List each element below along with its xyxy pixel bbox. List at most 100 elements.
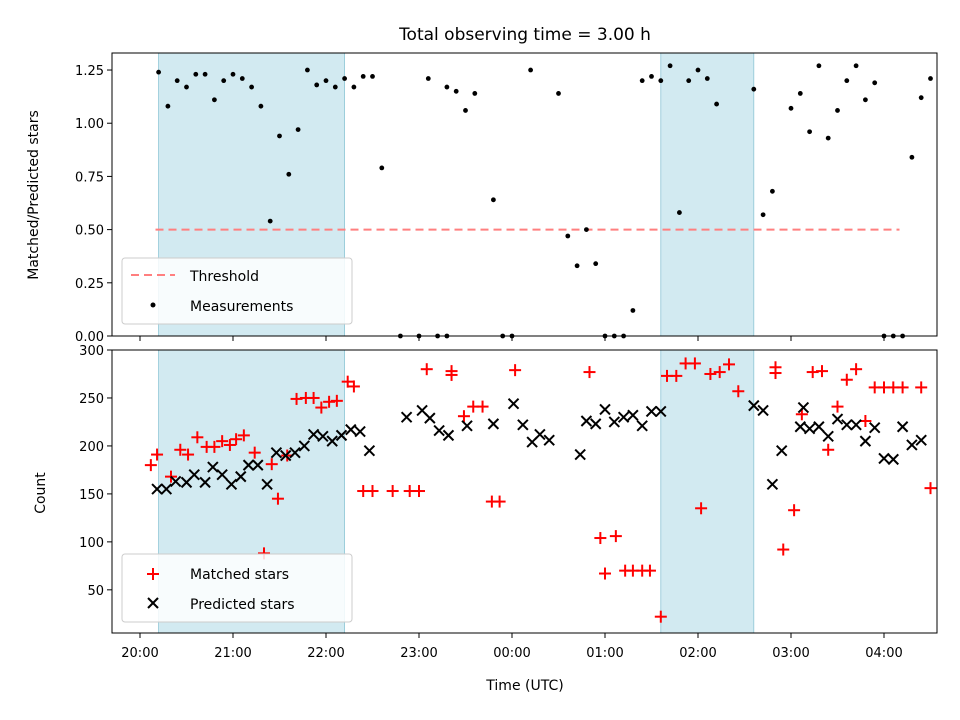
measurement-point — [425, 76, 431, 81]
measurement-point — [351, 84, 357, 90]
measurement-point — [844, 78, 850, 84]
matched-star-point — [307, 391, 320, 404]
matched-star-point — [654, 610, 667, 623]
bottom-y-tick-label-5: 300 — [79, 344, 104, 359]
predicted-star-point — [235, 470, 247, 483]
predicted-star-point — [199, 476, 211, 489]
predicted-star-point — [794, 421, 807, 433]
measurement-point — [379, 165, 385, 171]
measurement-point — [314, 82, 320, 88]
predicted-star-point — [433, 424, 445, 437]
predicted-star-point — [345, 423, 357, 436]
predicted-star-point — [270, 446, 283, 459]
top-y-axis-label: Matched/Predicted stars — [26, 110, 42, 280]
matched-star-point — [695, 502, 708, 515]
predicted-star-point — [887, 453, 900, 466]
measurement-point — [593, 261, 599, 267]
matched-star-point — [643, 564, 656, 577]
matched-star-point — [144, 459, 157, 472]
top-y-tick-label-1: 0.25 — [75, 277, 104, 292]
top-legend: Threshold Measurements — [121, 257, 353, 325]
count-points — [144, 357, 937, 623]
predicted-star-point — [627, 409, 639, 421]
matched-star-point — [688, 357, 701, 370]
predicted-star-point — [160, 483, 173, 495]
matched-star-point — [208, 440, 221, 453]
top-chart-title: Total observing time = 3.00 h — [398, 25, 651, 45]
measurement-point — [193, 71, 199, 77]
predicted-star-point — [803, 422, 816, 435]
matched-star-point — [609, 530, 622, 543]
predicted-star-point — [915, 434, 927, 446]
bottom-axis-ticks: 50 100 150 200 250 300 20:00 21:00 22:00 23:00 00:… — [79, 344, 903, 661]
predicted-star-point — [335, 429, 348, 442]
measurement-point — [816, 63, 822, 69]
bottom-y-tick-label-0: 50 — [87, 584, 104, 599]
predicted-star-point — [461, 420, 473, 432]
matched-star-point — [583, 366, 596, 379]
matched-star-point — [476, 400, 489, 413]
bottom-y-tick-label-4: 250 — [79, 392, 104, 407]
measurement-point — [574, 263, 580, 269]
predicted-star-point — [507, 398, 520, 410]
matched-star-point — [182, 448, 195, 461]
matched-star-point — [366, 485, 379, 498]
measurement-point — [239, 76, 245, 81]
predicted-star-point — [797, 401, 810, 414]
matched-star-point — [788, 504, 801, 517]
matched-star-point — [265, 458, 278, 471]
measurement-point — [277, 133, 282, 139]
legend-matched-label: Matched stars — [190, 567, 289, 583]
measurement-point — [463, 108, 468, 113]
matched-star-point — [237, 429, 250, 442]
matched-star-point — [822, 443, 835, 456]
x-tick-label-4: 00:00 — [493, 646, 530, 661]
predicted-star-point — [169, 475, 182, 488]
matched-star-point — [445, 365, 458, 378]
measurement-point — [332, 84, 338, 90]
matched-star-point — [723, 358, 735, 371]
x-tick-label-2: 22:00 — [307, 646, 344, 661]
predicted-star-point — [617, 411, 630, 423]
legend-matched-swatch — [147, 568, 159, 580]
matched-star-point — [493, 495, 506, 508]
measurement-point — [370, 74, 375, 79]
predicted-star-point — [599, 403, 611, 416]
predicted-star-point — [442, 429, 455, 442]
measurement-point — [202, 71, 208, 77]
measurement-point — [212, 97, 217, 103]
measurement-point — [751, 86, 757, 92]
predicted-star-point — [896, 421, 909, 433]
matched-star-point — [347, 380, 360, 393]
predicted-star-point — [841, 419, 853, 431]
measurement-point — [305, 67, 310, 73]
matched-star-point — [816, 365, 828, 378]
matched-star-point — [831, 400, 844, 413]
matched-star-point — [330, 394, 343, 407]
measurement-point — [704, 76, 710, 81]
measurement-point — [918, 95, 924, 101]
matched-star-point — [457, 410, 470, 423]
predicted-star-point — [151, 483, 163, 495]
bottom-axes-frame — [111, 349, 938, 634]
bottom-panel: 50 100 150 200 250 300 20:00 21:00 22:00 23:00 00:… — [33, 344, 938, 694]
matched-star-point — [599, 567, 611, 580]
measurement-point — [491, 197, 496, 203]
matched-star-point — [420, 363, 433, 376]
matched-star-point — [732, 385, 745, 398]
measurement-point — [528, 67, 533, 73]
predicted-star-point — [589, 418, 602, 430]
measurement-point — [444, 84, 450, 90]
legend-threshold-label: Threshold — [189, 269, 259, 285]
measurement-point — [267, 218, 273, 224]
matched-star-point — [174, 443, 187, 456]
predicted-star-point — [878, 452, 890, 465]
measurement-point — [249, 84, 255, 90]
measurement-point — [835, 108, 840, 113]
predicted-star-point — [534, 428, 546, 441]
matched-star-point — [713, 366, 726, 379]
matched-star-point — [191, 431, 204, 444]
measurement-point — [909, 154, 915, 160]
measurement-point — [230, 71, 236, 77]
measurement-point — [714, 101, 719, 107]
